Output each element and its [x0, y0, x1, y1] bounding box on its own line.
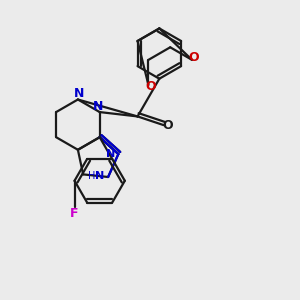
Text: F: F	[70, 207, 79, 220]
Text: O: O	[163, 118, 173, 132]
Text: N: N	[74, 87, 84, 100]
Text: N: N	[106, 149, 116, 159]
Text: N: N	[93, 100, 103, 113]
Text: H: H	[88, 171, 96, 181]
Text: O: O	[188, 52, 199, 64]
Text: N: N	[95, 171, 104, 181]
Text: O: O	[145, 80, 156, 93]
